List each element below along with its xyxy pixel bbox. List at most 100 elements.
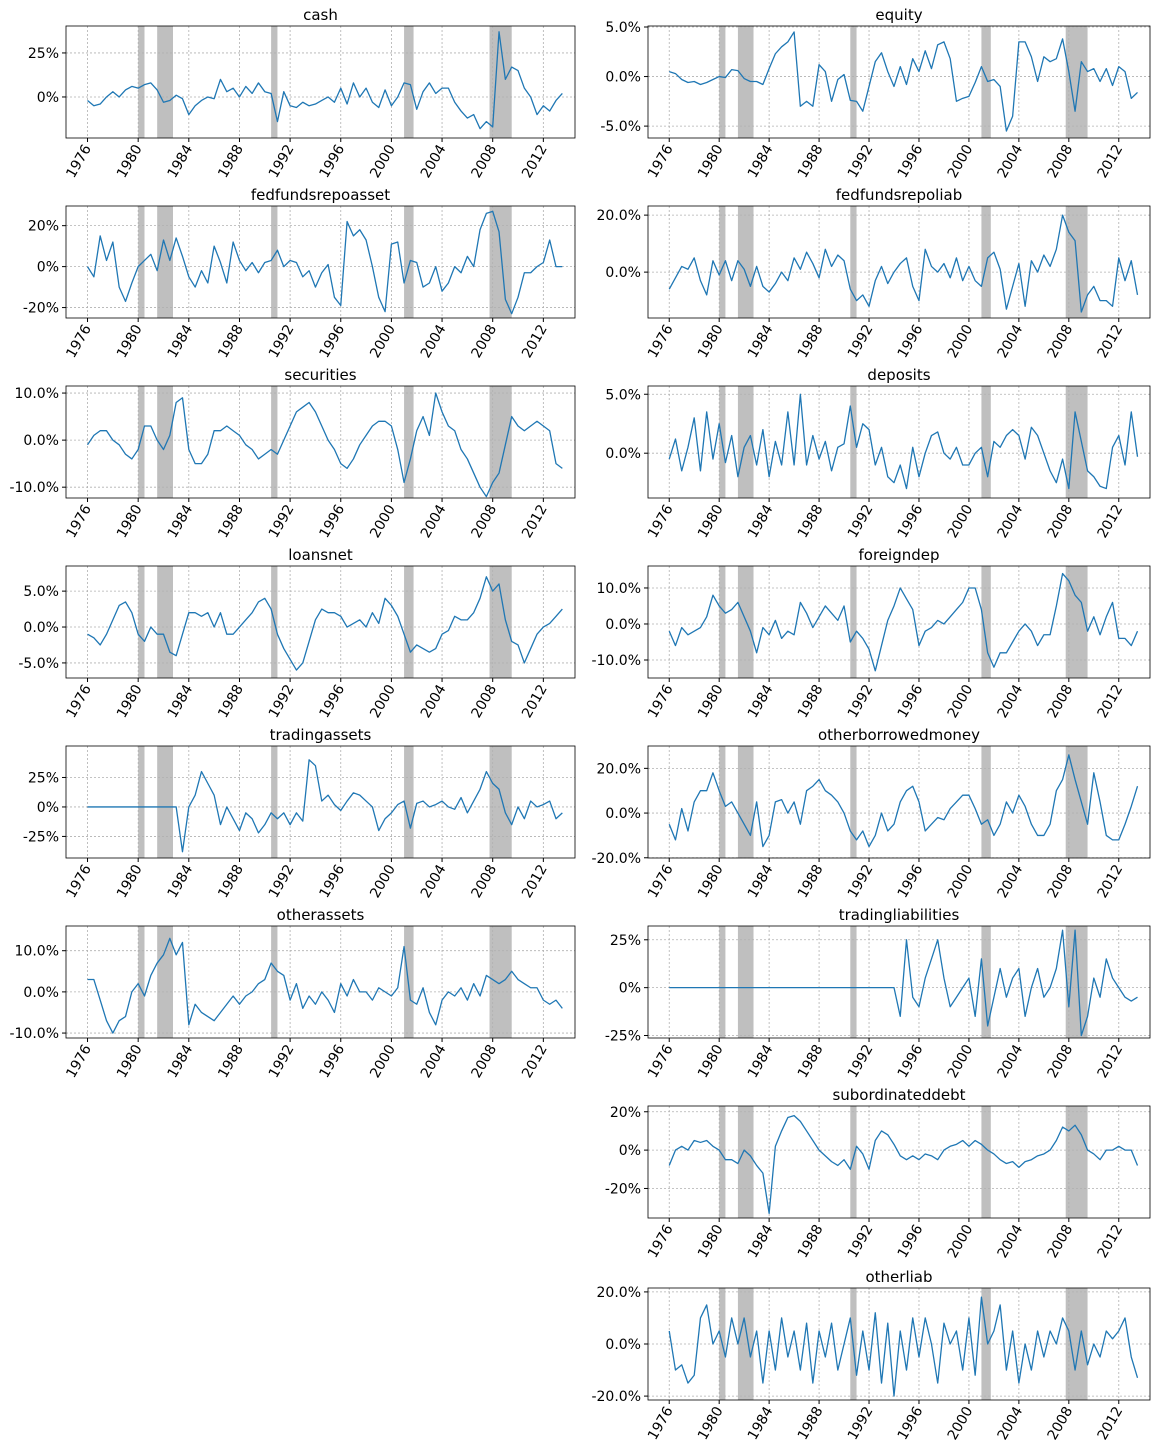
data-line [668,754,1139,848]
x-tick-label: 1992 [266,862,298,901]
plot-frame [647,565,1151,679]
x-tick-label: 1980 [695,322,727,361]
x-tick-label: 1984 [165,1042,197,1081]
x-tick-label: 1976 [645,1222,677,1261]
x-tick-label: 1984 [165,142,197,181]
x-tick-label: 2004 [995,142,1027,181]
data-line [669,929,1138,1037]
y-tick-label: -25% [23,829,59,845]
data-line [87,576,563,671]
x-tick-label: 1984 [745,1042,777,1081]
shaded-span [271,206,278,318]
plot-frame [647,925,1151,1039]
subplot: otherassets -10.0% 0.0% 10.0% 1976 1980 1984 19… [9,906,576,1081]
x-tick-label: 1980 [114,322,146,361]
x-tick-label: 1980 [695,682,727,721]
x-tick-label: 2004 [418,682,450,721]
plot-frame [647,385,1151,499]
x-tick-label: 1976 [645,502,677,541]
plot-frame [647,1105,1151,1219]
subplot: tradingassets -25% 0% 25% 1976 1980 1984 1988 19… [23,726,576,901]
y-tick-label: 0.0% [23,985,59,1001]
shaded-span [719,566,726,678]
shaded-span [719,1106,726,1218]
subplot-title: subordinateddebt [832,1086,965,1104]
x-tick-label: 1996 [895,322,927,361]
y-tick-label: 20.0% [597,208,641,224]
x-tick-label: 2008 [468,862,500,901]
x-tick-label: 1976 [63,682,95,721]
x-tick-label: 1996 [317,1042,349,1081]
x-tick-label: 1988 [215,1042,247,1081]
y-tick-label: -10.0% [9,1026,59,1042]
shaded-span [271,386,278,498]
shaded-span [981,26,991,138]
x-tick-label: 2008 [468,322,500,361]
x-tick-label: 1984 [745,142,777,181]
shaded-span [157,566,173,678]
x-tick-label: 1988 [795,322,827,361]
subplot: securities -10.0% 0.0% 10.0% 1976 1980 1984 198… [9,366,576,541]
shaded-span [1065,746,1088,858]
x-tick-label: 1992 [845,502,877,541]
shaded-span [489,566,512,678]
x-tick-label: 1996 [317,322,349,361]
x-tick-label: 2008 [1045,1222,1077,1261]
x-tick-label: 2000 [367,502,399,541]
x-tick-label: 1976 [645,682,677,721]
x-tick-label: 1992 [845,682,877,721]
x-tick-label: 1988 [795,1222,827,1261]
shaded-span [138,566,145,678]
x-tick-label: 1984 [745,322,777,361]
x-tick-label: 2000 [367,682,399,721]
x-tick-label: 1980 [695,502,727,541]
shaded-span [271,746,278,858]
x-tick-label: 1988 [215,862,247,901]
shaded-span [737,926,754,1038]
y-tick-label: 0% [37,260,59,276]
x-tick-label: 1984 [745,1404,777,1443]
x-tick-label: 1984 [745,502,777,541]
x-tick-label: 2008 [1045,682,1077,721]
data-line [668,1114,1139,1215]
shaded-span [157,746,173,858]
y-tick-label: -20% [23,301,59,317]
subplot: otherborrowedmoney -20.0% 0.0% 20.0% 1976 198… [591,726,1151,901]
shaded-span [138,206,145,318]
y-tick-label: 10.0% [15,386,59,402]
subplot-title: tradingliabilities [839,906,960,924]
x-tick-label: 2008 [1045,862,1077,901]
y-tick-label: 20.0% [597,1285,641,1301]
shaded-span [138,926,145,1038]
y-tick-label: 0.0% [605,70,641,86]
x-tick-label: 1988 [795,142,827,181]
x-tick-label: 1992 [266,502,298,541]
y-tick-label: 25% [28,770,59,786]
x-tick-label: 2000 [945,142,977,181]
shaded-span [489,386,512,498]
shaded-span [850,566,857,678]
x-tick-label: 2000 [367,142,399,181]
y-tick-label: -10.0% [9,480,59,496]
x-tick-label: 1980 [695,862,727,901]
shaded-span [271,926,278,1038]
shaded-span [719,26,726,138]
subplot: equity -5.0% 0.0% 5.0% 1976 1980 1984 1988 1992 1… [600,6,1151,181]
plot-frame [647,745,1151,859]
subplot-title: foreigndep [859,546,940,564]
x-tick-label: 2008 [1045,1042,1077,1081]
y-tick-label: 0.0% [605,806,641,822]
x-tick-label: 2012 [519,682,551,721]
x-tick-label: 1996 [895,142,927,181]
y-tick-label: 5.0% [605,20,641,36]
x-tick-label: 2012 [1095,1042,1127,1081]
x-tick-label: 1988 [795,502,827,541]
subplot: subordinateddebt -20% 0% 20% 1976 1980 1984 198… [605,1086,1151,1261]
shaded-span [737,26,754,138]
x-tick-label: 2000 [367,1042,399,1081]
data-line [668,1296,1139,1397]
subplot: otherliab -20.0% 0.0% 20.0% 1976 1980 1984 1988… [591,1268,1151,1443]
x-tick-label: 1996 [317,502,349,541]
y-tick-label: 0% [619,981,641,997]
